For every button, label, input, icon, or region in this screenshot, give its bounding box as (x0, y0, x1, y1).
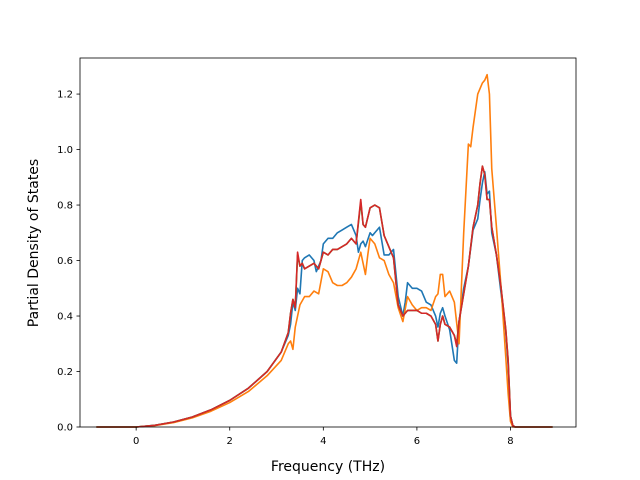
x-tick-label: 6 (414, 436, 420, 447)
y-tick-label: 0.8 (57, 201, 73, 212)
series-line-4 (96, 165, 553, 428)
x-tick-label: 2 (227, 436, 233, 447)
series-line-1 (96, 170, 553, 428)
x-axis-label: Frequency (THz) (271, 459, 385, 475)
y-tick-label: 0.0 (57, 423, 73, 434)
y-tick-label: 0.6 (57, 256, 73, 267)
x-tick-label: 4 (320, 436, 326, 447)
series-line-2 (96, 73, 553, 428)
y-tick-label: 0.2 (57, 367, 73, 378)
series-layer (96, 73, 553, 428)
y-tick-label: 0.4 (57, 312, 73, 323)
series-line-3 (96, 165, 553, 428)
y-tick-label: 1.2 (57, 90, 73, 101)
x-tick-label: 8 (507, 436, 513, 447)
y-axis-label: Partial Density of States (26, 159, 42, 327)
x-tick-label: 0 (133, 436, 139, 447)
axes-layer: 0 2 4 6 8 0.0 0.2 0.4 0.6 0.8 1.0 1.2 (57, 57, 577, 447)
y-tick-label: 1.0 (57, 145, 73, 156)
plot-frame (79, 57, 577, 428)
